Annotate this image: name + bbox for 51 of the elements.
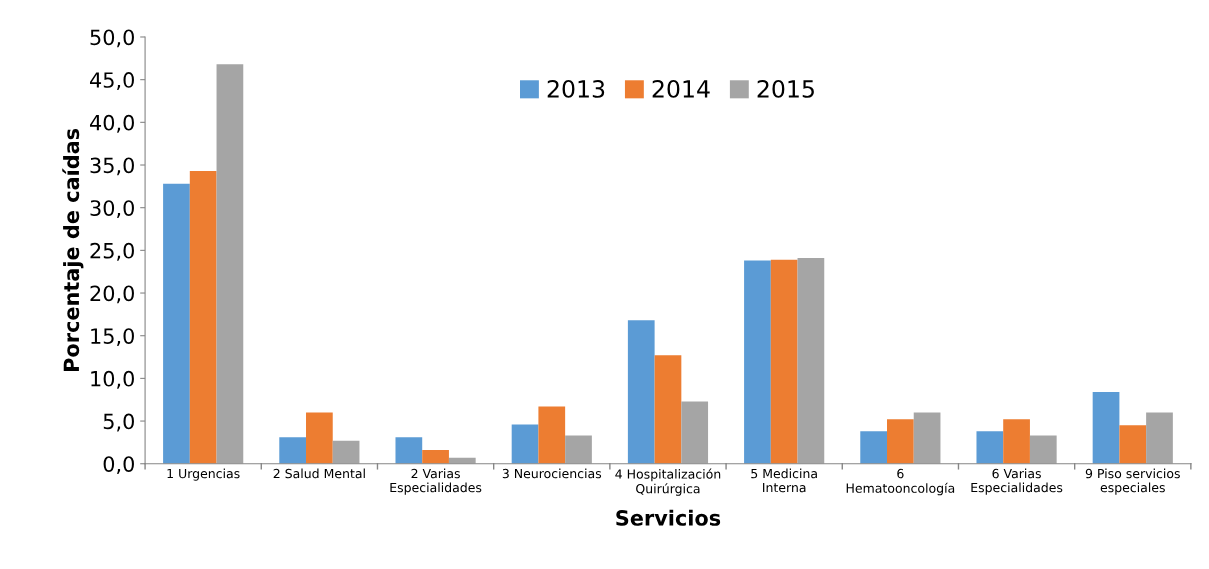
y-tick-label: 40,0 bbox=[89, 114, 134, 133]
bar bbox=[860, 431, 888, 464]
bar bbox=[279, 437, 307, 464]
bar bbox=[1119, 425, 1147, 464]
y-tick-label: 0,0 bbox=[103, 456, 134, 475]
bar bbox=[216, 64, 244, 464]
bar bbox=[1092, 392, 1120, 464]
bar bbox=[627, 320, 655, 464]
bar bbox=[332, 440, 360, 464]
legend-label: 2015 bbox=[757, 79, 814, 98]
bar bbox=[189, 170, 217, 464]
bar bbox=[654, 355, 682, 464]
bar bbox=[306, 412, 333, 464]
bar bbox=[1003, 419, 1030, 464]
bar bbox=[422, 450, 449, 464]
bar bbox=[681, 401, 709, 464]
legend-label: 2014 bbox=[652, 79, 710, 98]
bar bbox=[511, 424, 539, 464]
bar bbox=[913, 412, 941, 464]
y-tick-label: 50,0 bbox=[90, 29, 134, 48]
legend-label: 2013 bbox=[547, 79, 605, 98]
x-tick-label: 2 Varias Especialidades bbox=[390, 468, 482, 495]
y-tick-label: 15,0 bbox=[91, 328, 134, 347]
x-tick-label: 1 Urgencias bbox=[167, 468, 240, 481]
y-tick-label: 35,0 bbox=[90, 157, 134, 176]
y-tick-label: 45,0 bbox=[89, 72, 134, 90]
bar bbox=[1146, 412, 1173, 464]
bar bbox=[395, 437, 423, 464]
bar bbox=[565, 435, 592, 464]
y-tick-label: 25,0 bbox=[90, 242, 134, 261]
y-tick-label: 5,0 bbox=[103, 413, 134, 432]
bar bbox=[744, 260, 771, 464]
x-axis-title: Servicios bbox=[616, 509, 721, 526]
y-tick-label: 20,0 bbox=[90, 285, 134, 304]
x-tick-label: 5 Medicina Interna bbox=[751, 468, 817, 493]
x-tick-label: 6 Hematooncología bbox=[846, 468, 955, 496]
bar bbox=[976, 431, 1004, 464]
bar bbox=[163, 183, 190, 464]
y-tick-label: 10,0 bbox=[91, 370, 134, 389]
bar bbox=[887, 419, 914, 464]
x-tick-label: 2 Salud Mental bbox=[273, 468, 365, 479]
x-tick-label: 3 Neurociencias bbox=[502, 468, 602, 479]
y-tick-label: 30,0 bbox=[90, 200, 134, 219]
x-tick-label: 9 Piso servicios especiales bbox=[1085, 468, 1180, 495]
bar bbox=[797, 258, 825, 464]
bar bbox=[770, 259, 798, 464]
bar bbox=[1029, 435, 1057, 464]
x-tick-label: 6 Varias Especialidades bbox=[971, 468, 1063, 495]
y-axis-title: Porcentaje de caídas bbox=[62, 128, 84, 371]
x-tick-label: 4 Hospitalización Quirúrgica bbox=[615, 468, 721, 496]
bar bbox=[538, 406, 566, 464]
